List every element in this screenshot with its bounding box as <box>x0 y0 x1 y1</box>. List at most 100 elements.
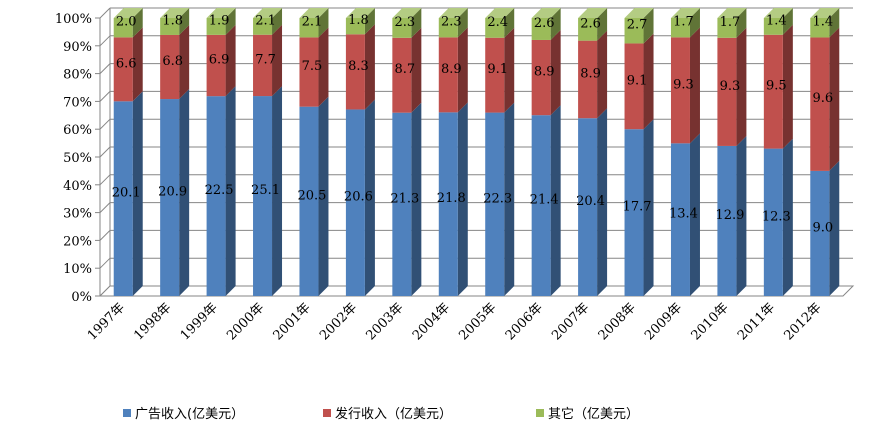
bar-side <box>225 24 236 97</box>
legend-item: 发行收入（亿美元） <box>323 406 452 422</box>
data-label: 1.8 <box>348 13 369 28</box>
data-label: 21.3 <box>390 191 419 206</box>
bar-side <box>550 29 561 116</box>
bar-top <box>160 8 190 18</box>
bar-side <box>411 27 422 113</box>
data-label: 2.1 <box>255 13 276 28</box>
data-label: 21.8 <box>437 191 466 206</box>
bar-segment <box>717 37 737 146</box>
bar-side <box>782 24 793 149</box>
bar-top <box>810 8 840 18</box>
data-label: 20.4 <box>576 194 605 209</box>
data-label: 1.8 <box>162 13 183 28</box>
bar-top <box>206 8 236 18</box>
bar-side <box>272 8 283 35</box>
data-label: 17.7 <box>623 200 652 215</box>
data-label: 9.3 <box>673 77 694 92</box>
data-label: 1.4 <box>812 15 833 30</box>
bar-segment <box>392 37 412 113</box>
bar-side <box>411 102 422 296</box>
bar-stack <box>531 8 561 297</box>
bar-segment <box>624 43 644 130</box>
data-label: 2.3 <box>395 15 416 30</box>
y-tick-label: 30% <box>63 207 92 222</box>
bar-side <box>179 24 190 100</box>
bar-segment <box>438 112 458 296</box>
bar-side <box>364 24 375 110</box>
legend-label: 其它（亿美元） <box>548 406 639 422</box>
bar-top <box>578 8 608 18</box>
bar-side <box>689 133 700 296</box>
legend-item: 广告收入(亿美元） <box>123 407 244 422</box>
bar-top <box>717 8 747 18</box>
data-label: 12.9 <box>715 208 744 223</box>
bar-side <box>179 8 190 35</box>
gridline-side <box>99 7 111 19</box>
data-label: 9.0 <box>812 220 833 235</box>
bar-stack <box>438 8 468 296</box>
bar-side <box>364 99 375 296</box>
data-label: 25.1 <box>251 183 280 198</box>
bar-segment <box>438 37 458 113</box>
bar-segment <box>717 145 737 296</box>
bar-segment <box>299 37 319 107</box>
bar-segment <box>345 34 365 110</box>
bar-side <box>457 102 468 296</box>
data-label: 7.5 <box>302 59 323 74</box>
legend-item: 其它（亿美元） <box>536 406 639 422</box>
data-label: 20.1 <box>112 186 141 201</box>
data-label: 8.7 <box>395 62 416 77</box>
bar-segment <box>160 99 180 296</box>
bar-side <box>597 108 608 296</box>
data-label: 2.7 <box>627 18 648 33</box>
bar-segment <box>160 18 180 35</box>
data-label: 20.9 <box>158 185 187 200</box>
bar-side <box>689 27 700 144</box>
bar-segment <box>670 37 690 144</box>
x-tick-label: 2002年 <box>317 300 360 343</box>
gridline-side <box>99 35 111 47</box>
bar-segment <box>160 34 180 100</box>
bar-stack <box>253 8 283 296</box>
bar-segment <box>810 18 830 38</box>
bar-stack <box>392 8 422 296</box>
bar-side <box>736 27 747 146</box>
x-tick-label: 2009年 <box>642 300 685 343</box>
bar-side <box>504 27 515 113</box>
x-tick-label: 2011年 <box>735 300 778 343</box>
y-tick-label: 0% <box>71 290 92 305</box>
bar-top <box>531 8 561 18</box>
data-label: 20.5 <box>297 188 326 203</box>
x-tick-label: 2005年 <box>456 300 499 343</box>
bar-side <box>597 8 608 41</box>
bar-stack <box>670 8 700 296</box>
data-label: 9.1 <box>627 73 648 88</box>
bar-top <box>624 8 654 18</box>
bar-segment <box>763 148 783 296</box>
bar-segment <box>438 18 458 38</box>
legend: 广告收入(亿美元） 发行收入（亿美元） 其它（亿美元） <box>123 406 639 422</box>
bar-side <box>179 89 190 296</box>
bar-side <box>318 27 329 107</box>
x-tick-label: 2010年 <box>689 300 732 343</box>
bar-top <box>299 8 329 18</box>
bar-side <box>318 96 329 296</box>
bar-top <box>763 8 793 18</box>
bar-segment <box>531 39 551 116</box>
x-axis-ticks: 1997年 1998年 1999年 2000年 2001年 2002年 2003年 2004年… <box>85 300 825 343</box>
bar-segment <box>253 96 273 296</box>
data-label: 7.7 <box>255 52 276 67</box>
bar-segment <box>253 18 273 35</box>
bar-stack <box>206 8 236 296</box>
y-tick-label: 60% <box>63 123 92 138</box>
bar-segment <box>113 18 133 38</box>
bar-segment <box>763 18 783 35</box>
x-tick-label: 2004年 <box>410 300 453 343</box>
data-label: 1.7 <box>720 15 741 30</box>
x-tick-label: 1999年 <box>178 300 221 343</box>
data-label: 6.8 <box>162 54 183 69</box>
bar-segment <box>206 34 226 97</box>
y-tick-label: 100% <box>55 12 92 27</box>
bar-stack <box>717 8 747 296</box>
